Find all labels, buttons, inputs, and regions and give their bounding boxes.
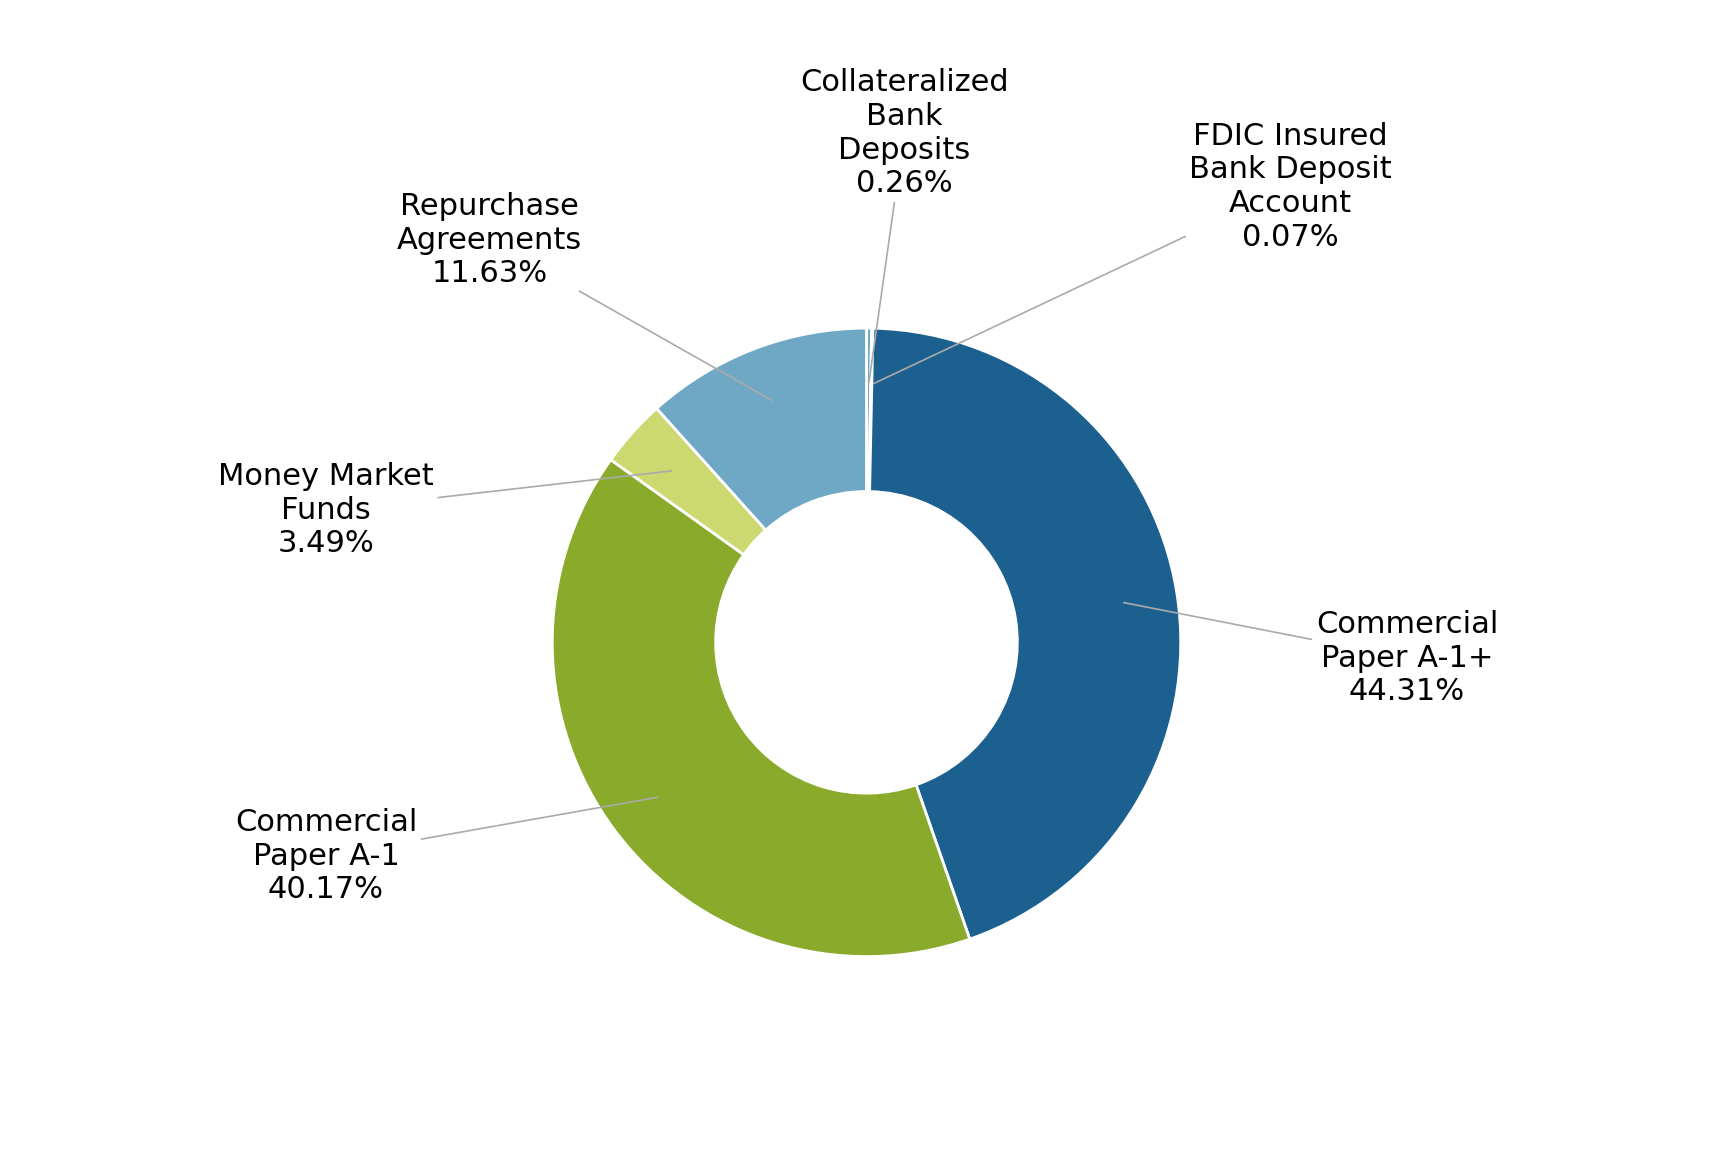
Wedge shape <box>656 328 866 530</box>
Text: Commercial
Paper A-1+
44.31%: Commercial Paper A-1+ 44.31% <box>1122 603 1496 706</box>
Wedge shape <box>553 460 970 956</box>
Text: FDIC Insured
Bank Deposit
Account
0.07%: FDIC Insured Bank Deposit Account 0.07% <box>873 122 1391 384</box>
Text: Collateralized
Bank
Deposits
0.26%: Collateralized Bank Deposits 0.26% <box>800 68 1008 382</box>
Text: Commercial
Paper A-1
40.17%: Commercial Paper A-1 40.17% <box>236 797 656 904</box>
Text: Money Market
Funds
3.49%: Money Market Funds 3.49% <box>218 462 672 559</box>
Text: Repurchase
Agreements
11.63%: Repurchase Agreements 11.63% <box>397 192 771 400</box>
Wedge shape <box>869 328 1179 939</box>
Wedge shape <box>610 408 766 555</box>
Wedge shape <box>866 328 871 491</box>
Wedge shape <box>868 328 873 491</box>
